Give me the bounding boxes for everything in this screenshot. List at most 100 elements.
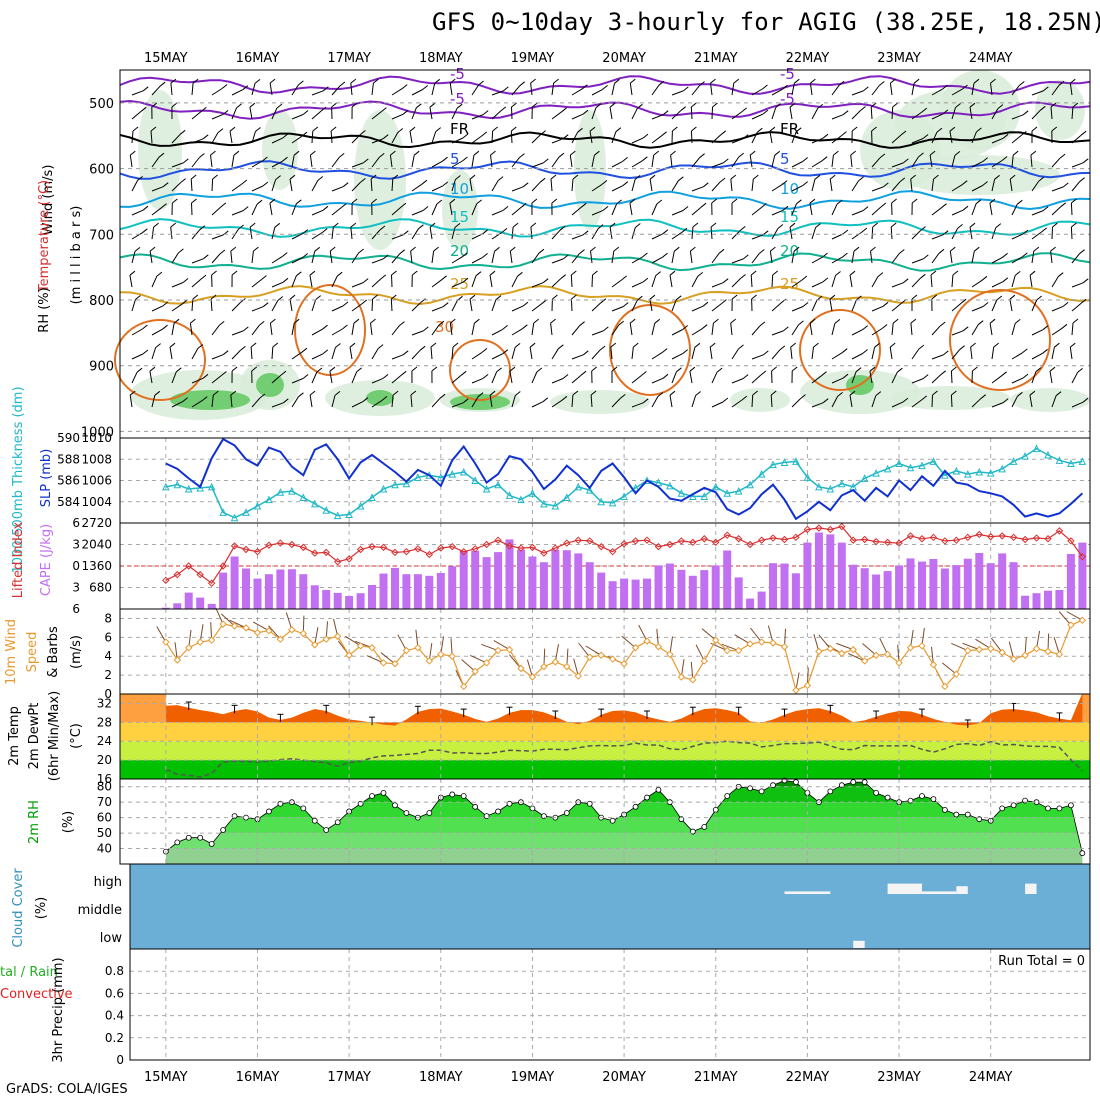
wind-barb: [531, 181, 541, 192]
wind-barb-flag: [821, 371, 827, 377]
wind-barb-flag: [140, 106, 147, 112]
wind-barb-flag: [1035, 367, 1042, 372]
wind-barb-flag: [422, 85, 429, 90]
cape-bar: [413, 574, 422, 609]
wind-barb: [330, 130, 333, 144]
wind-barb: [651, 323, 656, 336]
wind-barb-flag: [302, 110, 309, 115]
wind-barb: [809, 203, 813, 216]
wind-barb-flag: [381, 396, 388, 401]
cape-bar: [459, 550, 468, 609]
wind10m-barb: [397, 634, 407, 651]
wind-barb: [231, 107, 237, 120]
wind-barb: [151, 328, 163, 336]
precip-total-label: tal / Rain: [0, 965, 58, 980]
cape-bar: [963, 558, 972, 609]
rh-band: [165, 786, 1083, 803]
wind10m-marker: [482, 659, 491, 667]
wind-barb: [371, 348, 379, 360]
rh-shade-high: [366, 390, 394, 406]
wind-barb-flag: [981, 275, 988, 281]
wind-barb-flag: [274, 222, 281, 228]
wind-barb-flag: [436, 199, 443, 205]
wind-barb: [651, 275, 657, 288]
wind-barb: [771, 155, 776, 168]
wind10m-marker: [918, 642, 926, 650]
wind-barb: [831, 233, 844, 240]
wind-barb: [371, 157, 380, 168]
wind10m-marker: [780, 643, 789, 651]
wind-barb-flag: [377, 344, 384, 349]
y-tick-label: 0: [104, 687, 112, 701]
thickness-marker: [333, 511, 342, 520]
wind-barb-flag: [155, 343, 161, 348]
wind10m-marker: [1078, 616, 1087, 625]
cape-bar: [711, 565, 720, 609]
wind-barb: [251, 83, 256, 96]
wind-barb-flag: [402, 350, 409, 356]
wind-barb-flag: [621, 275, 628, 281]
wind-barb: [1071, 106, 1074, 120]
wind-barb-flag: [190, 174, 197, 180]
wind-barb: [191, 157, 200, 168]
wind-barb-flag: [962, 84, 968, 90]
wind-barb: [831, 85, 840, 96]
wind-barb: [711, 134, 722, 144]
wind-barb: [851, 231, 863, 240]
y-tick-label: 600: [89, 163, 114, 178]
wind10m-barb: [461, 659, 476, 672]
wind-barb: [331, 207, 342, 216]
wind-barb-flag: [1050, 246, 1056, 252]
wind-barb: [570, 274, 573, 288]
wind-barb: [1009, 179, 1013, 192]
thickness-marker: [482, 484, 491, 493]
wind10m-marker: [689, 676, 697, 684]
wind-barb: [531, 134, 541, 144]
wind-barb: [751, 234, 764, 240]
cape-bar: [665, 563, 674, 609]
rh2m-marker: [449, 791, 456, 798]
thickness-marker: [677, 489, 686, 497]
thickness-marker: [941, 471, 949, 479]
wind-barb-flag: [229, 126, 236, 132]
wind-barb: [490, 155, 493, 168]
wind-barb: [1029, 275, 1033, 288]
wind-barb-flag: [460, 370, 467, 376]
wind-barb: [751, 374, 762, 384]
wind-barb: [1049, 371, 1053, 384]
wind-barb-flag: [494, 246, 500, 252]
wind-barb: [231, 89, 244, 96]
rh2m-marker: [999, 805, 1006, 812]
wind-barb-flag: [179, 129, 186, 135]
wind-barb-flag: [253, 246, 259, 252]
wind10m-unit-label: (m/s): [69, 635, 84, 669]
isotherm-line: [119, 252, 1091, 272]
wind-barb-flag: [672, 126, 678, 132]
wind-barb: [311, 90, 324, 96]
wind-barb: [171, 323, 175, 336]
lifted-index-marker: [299, 543, 308, 552]
rh2m-marker: [964, 811, 971, 818]
wind-barb: [971, 279, 983, 288]
wind-barb-flag: [212, 174, 218, 180]
thickness-marker: [356, 501, 365, 510]
wind-barb-flag: [670, 150, 676, 156]
rh-shade: [890, 386, 1010, 410]
wind-barb: [811, 160, 823, 168]
wind-barb-flag: [362, 397, 369, 403]
wind-barb: [511, 276, 518, 288]
wind-barb-flag: [810, 78, 816, 84]
wind-barb-flag: [977, 320, 984, 326]
wind-barb-flag: [677, 176, 684, 182]
wind-barb: [150, 130, 153, 144]
wind-barb-flag: [742, 134, 749, 139]
wind10m-marker: [540, 662, 548, 671]
lifted-index-marker: [517, 544, 525, 552]
wind-barb: [491, 90, 504, 96]
wind10m-marker: [631, 644, 640, 652]
wind10m-marker: [906, 644, 915, 652]
wind-barb: [551, 278, 562, 288]
wind-barb: [871, 186, 884, 192]
wind-barb: [491, 251, 495, 264]
wind-barb: [609, 227, 613, 240]
